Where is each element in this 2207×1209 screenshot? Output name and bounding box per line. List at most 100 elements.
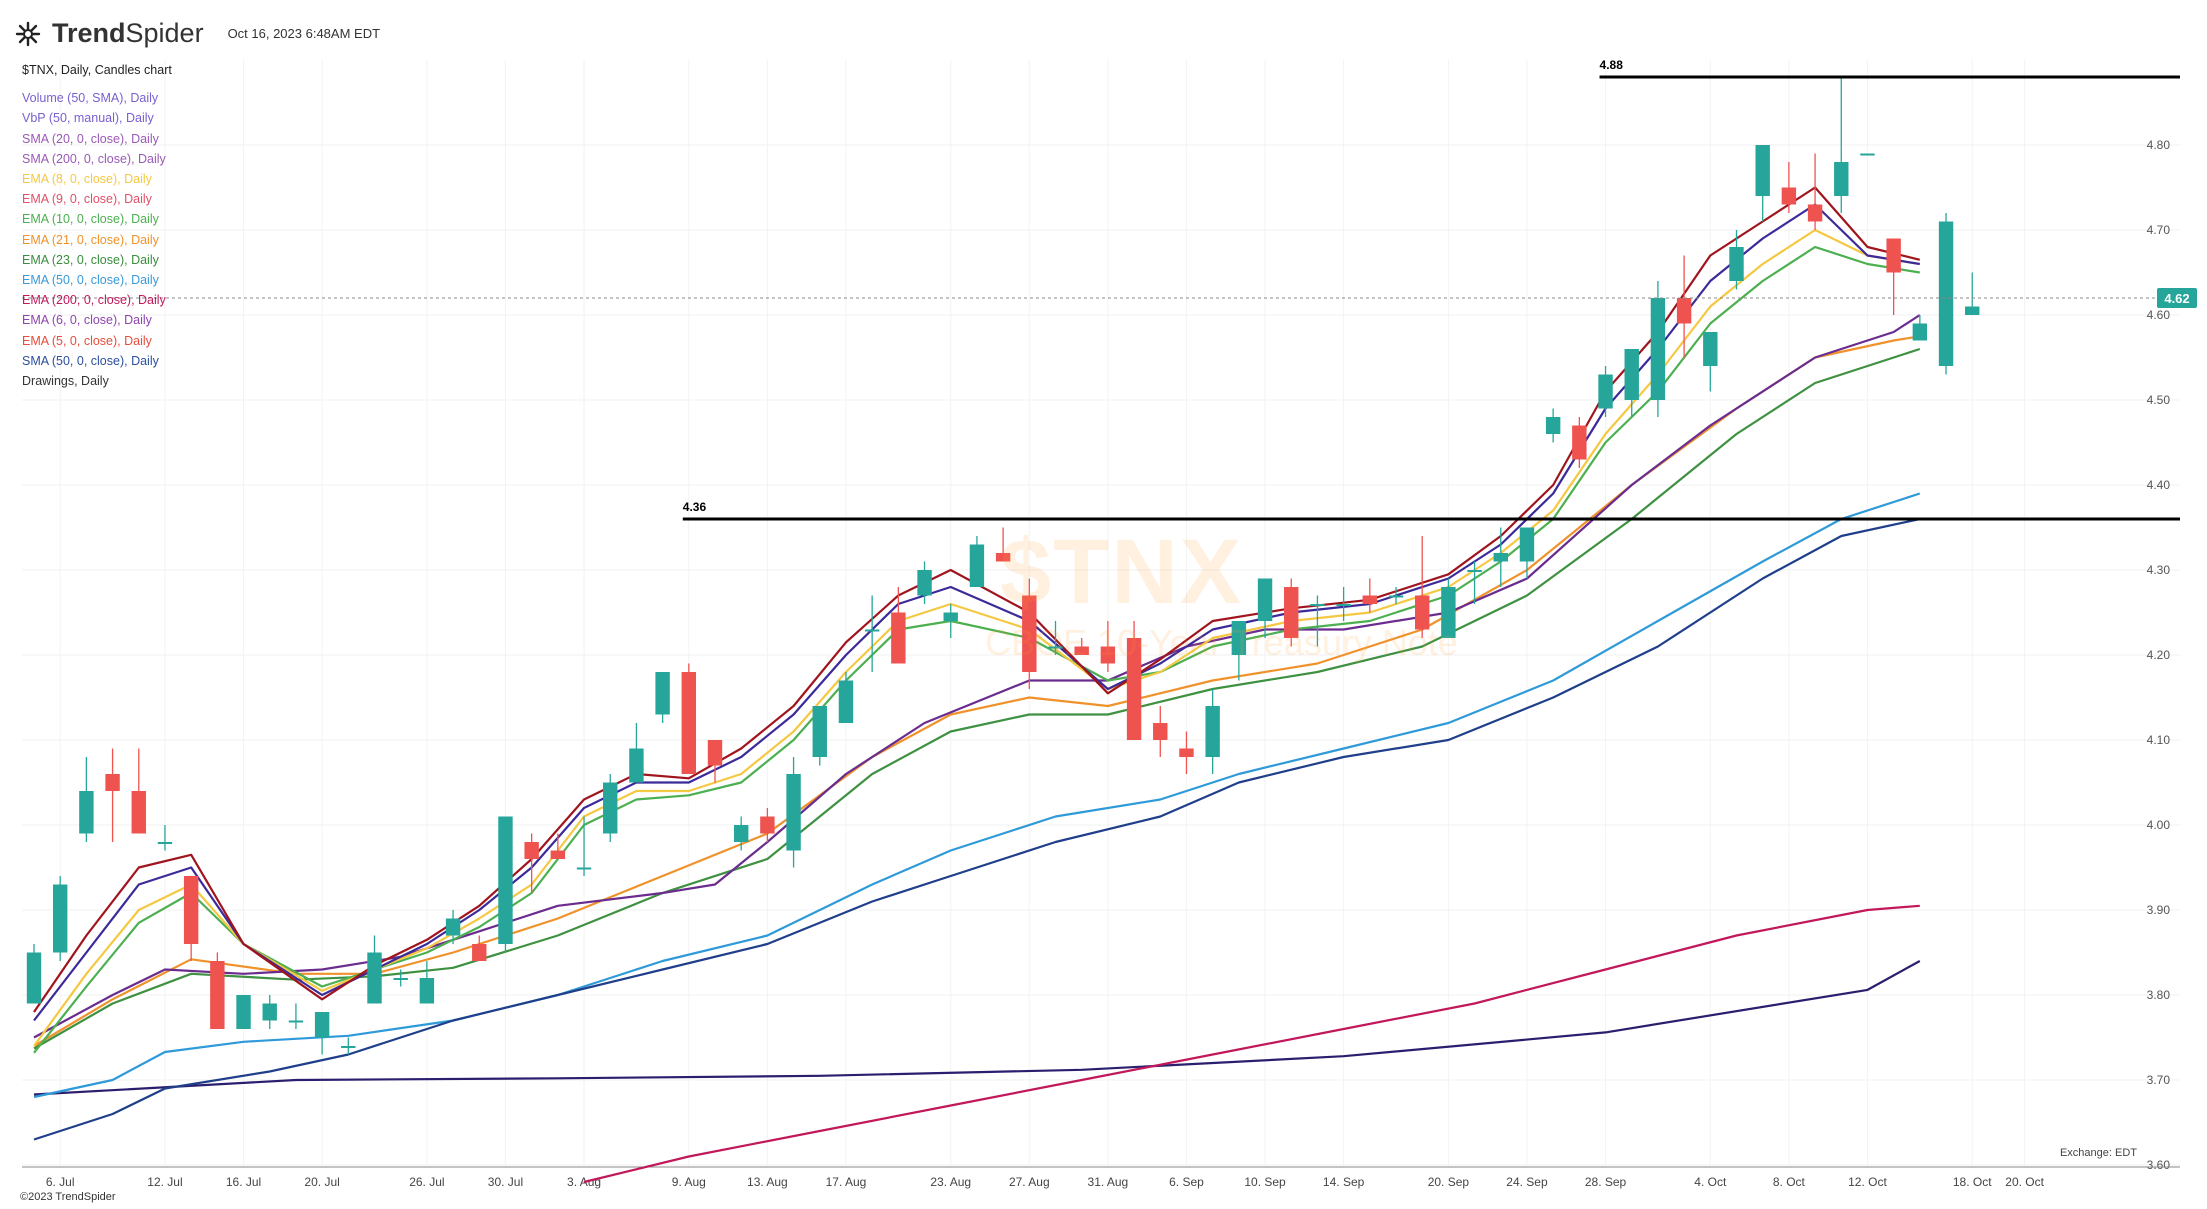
candle-body[interactable] [864, 629, 880, 632]
candle-body[interactable] [1414, 595, 1430, 630]
legend-item[interactable]: SMA (20, 0, close), Daily [22, 131, 159, 146]
candle-body[interactable] [1441, 587, 1456, 638]
candle-body[interactable] [1388, 595, 1404, 598]
candle-body[interactable] [236, 995, 251, 1029]
candle-body[interactable] [1860, 153, 1875, 156]
candle-body[interactable] [1257, 578, 1273, 622]
candle-body[interactable] [1886, 238, 1901, 273]
legend-item[interactable]: EMA (10, 0, close), Daily [22, 212, 159, 227]
candle-body[interactable] [445, 918, 461, 936]
candle-body[interactable] [786, 774, 801, 851]
candle-body[interactable] [812, 706, 827, 757]
legend-item[interactable]: EMA (5, 0, close), Daily [22, 333, 152, 348]
legend-item[interactable]: SMA (200, 0, close), Daily [22, 151, 166, 166]
candle-body[interactable] [681, 672, 697, 774]
candle-body[interactable] [1336, 604, 1351, 606]
candle-body[interactable] [262, 1003, 277, 1021]
candle-body[interactable] [1074, 646, 1089, 656]
candle-body[interactable] [210, 961, 225, 1029]
candle-body[interactable] [733, 825, 749, 842]
candle-body[interactable] [1205, 706, 1220, 757]
candle-body[interactable] [367, 952, 382, 1004]
candle-body[interactable] [393, 978, 408, 980]
candle-body[interactable] [1126, 638, 1142, 740]
candle-body[interactable] [1362, 595, 1378, 605]
candle-body[interactable] [419, 978, 435, 1004]
candle-body[interactable] [1310, 604, 1325, 606]
candle-body[interactable] [472, 944, 487, 961]
x-tick-label: 10. Sep [1244, 1175, 1286, 1189]
candle-body[interactable] [288, 1020, 304, 1023]
candle-body[interactable] [1755, 145, 1770, 196]
candle-body[interactable] [341, 1046, 356, 1048]
candle-body[interactable] [1598, 374, 1613, 409]
candle-body[interactable] [524, 842, 539, 859]
candle-body[interactable] [1572, 425, 1587, 460]
legend-item[interactable]: EMA (9, 0, close), Daily [22, 192, 152, 207]
current-price-label: 4.62 [2164, 291, 2189, 306]
candle-body[interactable] [1467, 570, 1482, 572]
legend-item[interactable]: EMA (200, 0, close), Daily [22, 293, 166, 308]
legend-item[interactable]: EMA (6, 0, close), Daily [22, 313, 152, 328]
candle-body[interactable] [1650, 298, 1666, 400]
candle-body[interactable] [917, 570, 932, 596]
candle-body[interactable] [1231, 621, 1247, 655]
candle-body[interactable] [26, 952, 42, 1004]
indicator-line [33, 492, 1921, 1099]
candle-body[interactable] [969, 544, 985, 588]
candle-body[interactable] [1807, 204, 1823, 222]
x-tick-label: 18. Oct [1953, 1175, 1992, 1189]
candle-body[interactable] [1624, 349, 1639, 400]
legend-item[interactable]: EMA (23, 0, close), Daily [22, 252, 159, 267]
candle-body[interactable] [629, 748, 644, 783]
candle-body[interactable] [1965, 306, 1980, 316]
candle-body[interactable] [1676, 298, 1692, 324]
candle-body[interactable] [1493, 553, 1508, 562]
candle-body[interactable] [1048, 646, 1063, 649]
candle-body[interactable] [603, 782, 618, 834]
candle-body[interactable] [891, 612, 906, 664]
candle-body[interactable] [183, 876, 199, 944]
candle-body[interactable] [1781, 187, 1797, 205]
candle-body[interactable] [1912, 323, 1928, 341]
candle-body[interactable] [1938, 221, 1954, 367]
legend-item[interactable]: VbP (50, manual), Daily [22, 111, 154, 126]
candle-body[interactable] [131, 791, 146, 834]
legend-item[interactable]: SMA (50, 0, close), Daily [22, 353, 159, 368]
candle-body[interactable] [995, 553, 1011, 562]
candle-body[interactable] [707, 740, 723, 766]
legend-item[interactable]: Drawings, Daily [22, 374, 109, 389]
candle-body[interactable] [1179, 748, 1194, 758]
candle-body[interactable] [105, 774, 120, 791]
candle-body[interactable] [1153, 723, 1168, 740]
candle-body[interactable] [576, 867, 592, 870]
candle-body[interactable] [498, 816, 513, 945]
candle-body[interactable] [1729, 247, 1744, 281]
candle-body[interactable] [1284, 587, 1299, 638]
candle-body[interactable] [314, 1012, 330, 1038]
legend-item[interactable]: EMA (8, 0, close), Daily [22, 172, 152, 187]
candle-body[interactable] [1545, 417, 1561, 434]
candle-body[interactable] [1100, 646, 1116, 664]
candle-body[interactable] [1703, 332, 1718, 366]
x-tick-label: 28. Sep [1585, 1175, 1627, 1189]
candle-body[interactable] [838, 680, 854, 724]
indicator-line [33, 314, 1921, 1039]
trendspider-logo-icon [15, 21, 41, 46]
legend-item[interactable]: Volume (50, SMA), Daily [22, 91, 159, 106]
candle-body[interactable] [1022, 595, 1037, 673]
candle-body[interactable] [1834, 162, 1849, 196]
candle-body[interactable] [52, 884, 68, 953]
candle-body[interactable] [550, 850, 566, 860]
candle-body[interactable] [1519, 527, 1535, 562]
candle-body[interactable] [655, 672, 670, 715]
candle-body[interactable] [760, 816, 775, 834]
candle-body[interactable] [79, 791, 94, 834]
candle-body[interactable] [943, 612, 958, 622]
legend-item[interactable]: EMA (21, 0, close), Daily [22, 232, 159, 247]
symbol-line[interactable]: $TNX, Daily, Candles chart [22, 63, 172, 77]
legend-item[interactable]: EMA (50, 0, close), Daily [22, 273, 159, 288]
copyright: ©2023 TrendSpider [20, 1191, 116, 1203]
candle-body[interactable] [157, 842, 173, 844]
